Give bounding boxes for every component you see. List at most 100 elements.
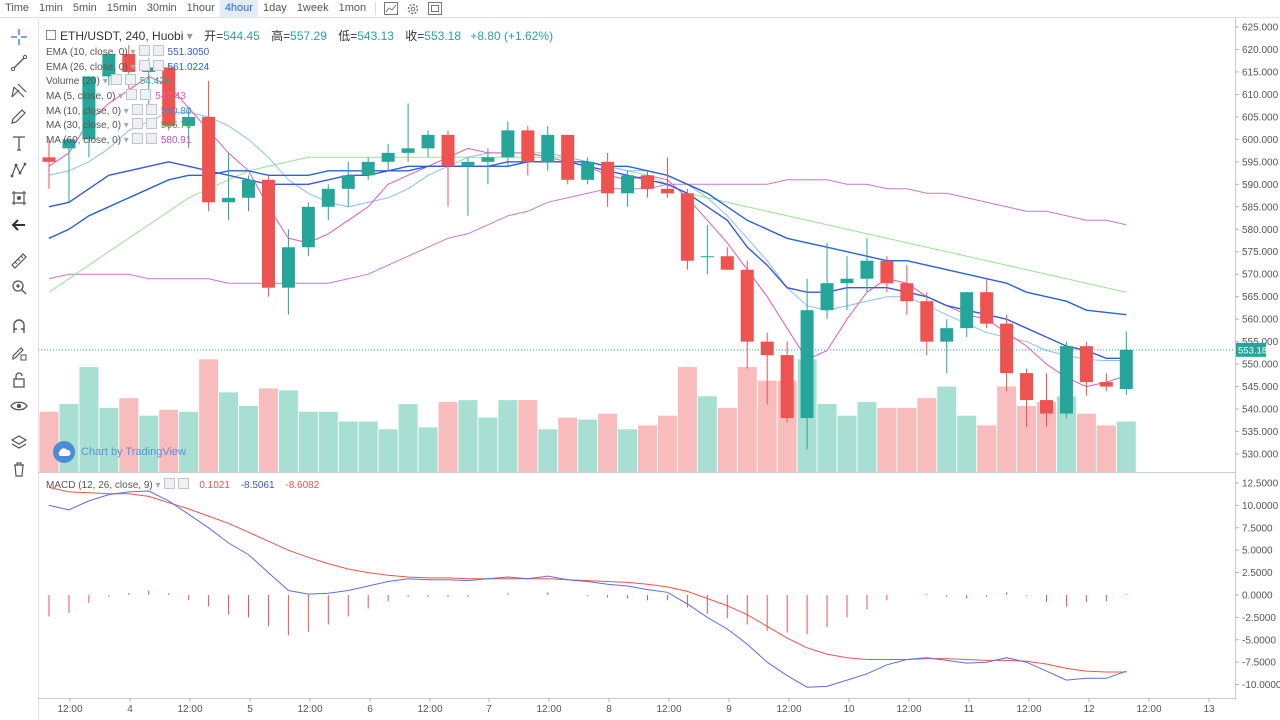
settings-box-icon[interactable] (138, 60, 150, 71)
candle-body (441, 134, 455, 167)
volume-bar (219, 392, 239, 472)
volume-bar (119, 398, 139, 472)
tradingview-watermark[interactable]: Chart by TradingView (53, 441, 186, 463)
collapse-icon[interactable] (46, 30, 56, 40)
settings-box-icon[interactable] (110, 74, 122, 85)
close-box-icon[interactable] (145, 104, 157, 115)
brush-icon[interactable] (8, 105, 30, 127)
screenshot-icon[interactable] (426, 1, 444, 16)
crosshair-icon[interactable] (8, 26, 30, 48)
pattern-icon[interactable] (8, 159, 30, 181)
close-box-icon[interactable] (145, 133, 157, 144)
unlock-icon[interactable] (8, 369, 30, 391)
settings-gear-icon[interactable] (404, 1, 422, 16)
close-box-icon[interactable] (152, 60, 164, 71)
macd-tick-label: 0.0000 (1242, 590, 1273, 601)
close-box-icon[interactable] (140, 89, 152, 100)
settings-box-icon[interactable] (138, 45, 150, 56)
watermark-text: Chart by TradingView (81, 446, 186, 458)
close-box-icon[interactable] (177, 478, 189, 489)
settings-box-icon[interactable] (163, 478, 175, 489)
volume-bar (258, 388, 278, 472)
legend-ma30[interactable]: MA (30, close, 0) ▾ 566.76 (46, 118, 192, 131)
high-value: 557.29 (290, 29, 327, 43)
tf-5min[interactable]: 5min (72, 2, 97, 14)
settings-box-icon[interactable] (126, 89, 138, 100)
legend-ema26[interactable]: EMA (26, close, 0) ▾ 561.0224 (46, 60, 210, 73)
legend-value: 580.91 (160, 135, 192, 146)
close-box-icon[interactable] (152, 45, 164, 56)
legend-ema10[interactable]: EMA (10, close, 0) ▾ 551.3050 (46, 45, 210, 58)
tf-1day[interactable]: 1day (262, 2, 287, 14)
legend-value: 550.80 (160, 106, 192, 117)
prediction-icon[interactable] (8, 187, 30, 209)
legend-macd[interactable]: MACD (12, 26, close, 9) ▾ 0.1021 -8.5061… (46, 478, 320, 491)
legend-volume[interactable]: Volume (20) ▾ 54.42K (46, 74, 172, 87)
macd-line-value: -8.5061 (240, 480, 275, 491)
volume-bar (159, 409, 179, 472)
volume-bars (39, 359, 1136, 472)
candle-body (62, 139, 76, 149)
ruler-icon[interactable] (8, 250, 30, 272)
candle-body (900, 283, 914, 302)
candle-body (1119, 349, 1133, 390)
magnet-icon[interactable] (8, 315, 30, 337)
tf-30min[interactable]: 30min (146, 2, 177, 14)
trash-icon[interactable] (8, 458, 30, 480)
price-tick-label: 555.000 (1242, 337, 1279, 348)
candle-body (421, 134, 435, 149)
legend-value: 551.3050 (167, 47, 210, 58)
macd-tick-label: -10.0000 (1242, 680, 1280, 691)
candle-body (1020, 373, 1034, 401)
price-tick-label: 610.000 (1242, 90, 1279, 101)
candle-body (222, 197, 236, 203)
layers-icon[interactable] (8, 432, 30, 454)
candle-body (461, 161, 475, 167)
low-value: 543.13 (357, 29, 394, 43)
close-box-icon[interactable] (124, 74, 136, 85)
tf-1hour[interactable]: 1hour (186, 2, 215, 14)
eye-icon[interactable] (8, 395, 30, 417)
tf-time[interactable]: Time (5, 2, 30, 14)
macd-signal-value: -8.6082 (285, 480, 320, 491)
tf-1mon[interactable]: 1mon (338, 2, 367, 14)
time-tick-label: 12:00 (177, 704, 202, 715)
candle-body (880, 260, 894, 284)
text-tool-icon[interactable] (8, 132, 30, 154)
legend-ma60[interactable]: MA (60, close, 0) ▾ 580.91 (46, 133, 192, 146)
lock-drawing-icon[interactable] (8, 342, 30, 364)
price-tick-label: 530.000 (1242, 450, 1279, 461)
tf-1week[interactable]: 1week (296, 2, 329, 14)
tf-4hour[interactable]: 4hour (219, 0, 258, 17)
price-tick-label: 595.000 (1242, 157, 1279, 168)
time-axis: 12:00 4 12:00 5 12:00 6 12:00 7 12:00 8 12:00 9 12:0… (57, 698, 1215, 715)
candle-body (1079, 346, 1093, 383)
price-chart[interactable]: ‹ 625.000 620.000 615.000 610.000 605.000 600… (38, 18, 1280, 720)
tf-15min[interactable]: 15min (106, 2, 137, 14)
pitchfork-icon[interactable] (8, 79, 30, 101)
back-arrow-icon[interactable] (8, 214, 30, 236)
time-tick-label: 10 (843, 704, 855, 715)
volume-bar (518, 400, 538, 472)
volume-bar (458, 400, 478, 472)
candle-body (940, 328, 954, 342)
indicators-icon[interactable] (382, 1, 400, 16)
volume-bar (817, 403, 837, 472)
volume-bar (1096, 425, 1116, 472)
legend-ma5[interactable]: MA (5, close, 0) ▾ 547.43 (46, 89, 186, 102)
settings-box-icon[interactable] (131, 133, 143, 144)
volume-bar (179, 411, 199, 472)
open-label: 开= (204, 29, 224, 43)
tf-1min[interactable]: 1min (39, 2, 63, 14)
settings-box-icon[interactable] (131, 104, 143, 115)
symbol-label[interactable]: ETH/USDT, 240, Huobi (60, 29, 184, 43)
close-box-icon[interactable] (145, 118, 157, 129)
legend-label: EMA (26, close, 0) (46, 62, 128, 73)
settings-box-icon[interactable] (131, 118, 143, 129)
volume-bar (937, 386, 957, 472)
trend-line-icon[interactable] (8, 52, 30, 74)
candle-body (42, 157, 56, 162)
legend-ma10[interactable]: MA (10, close, 0) ▾ 550.80 (46, 104, 192, 117)
zoom-in-icon[interactable] (8, 276, 30, 298)
volume-bar (99, 407, 119, 472)
